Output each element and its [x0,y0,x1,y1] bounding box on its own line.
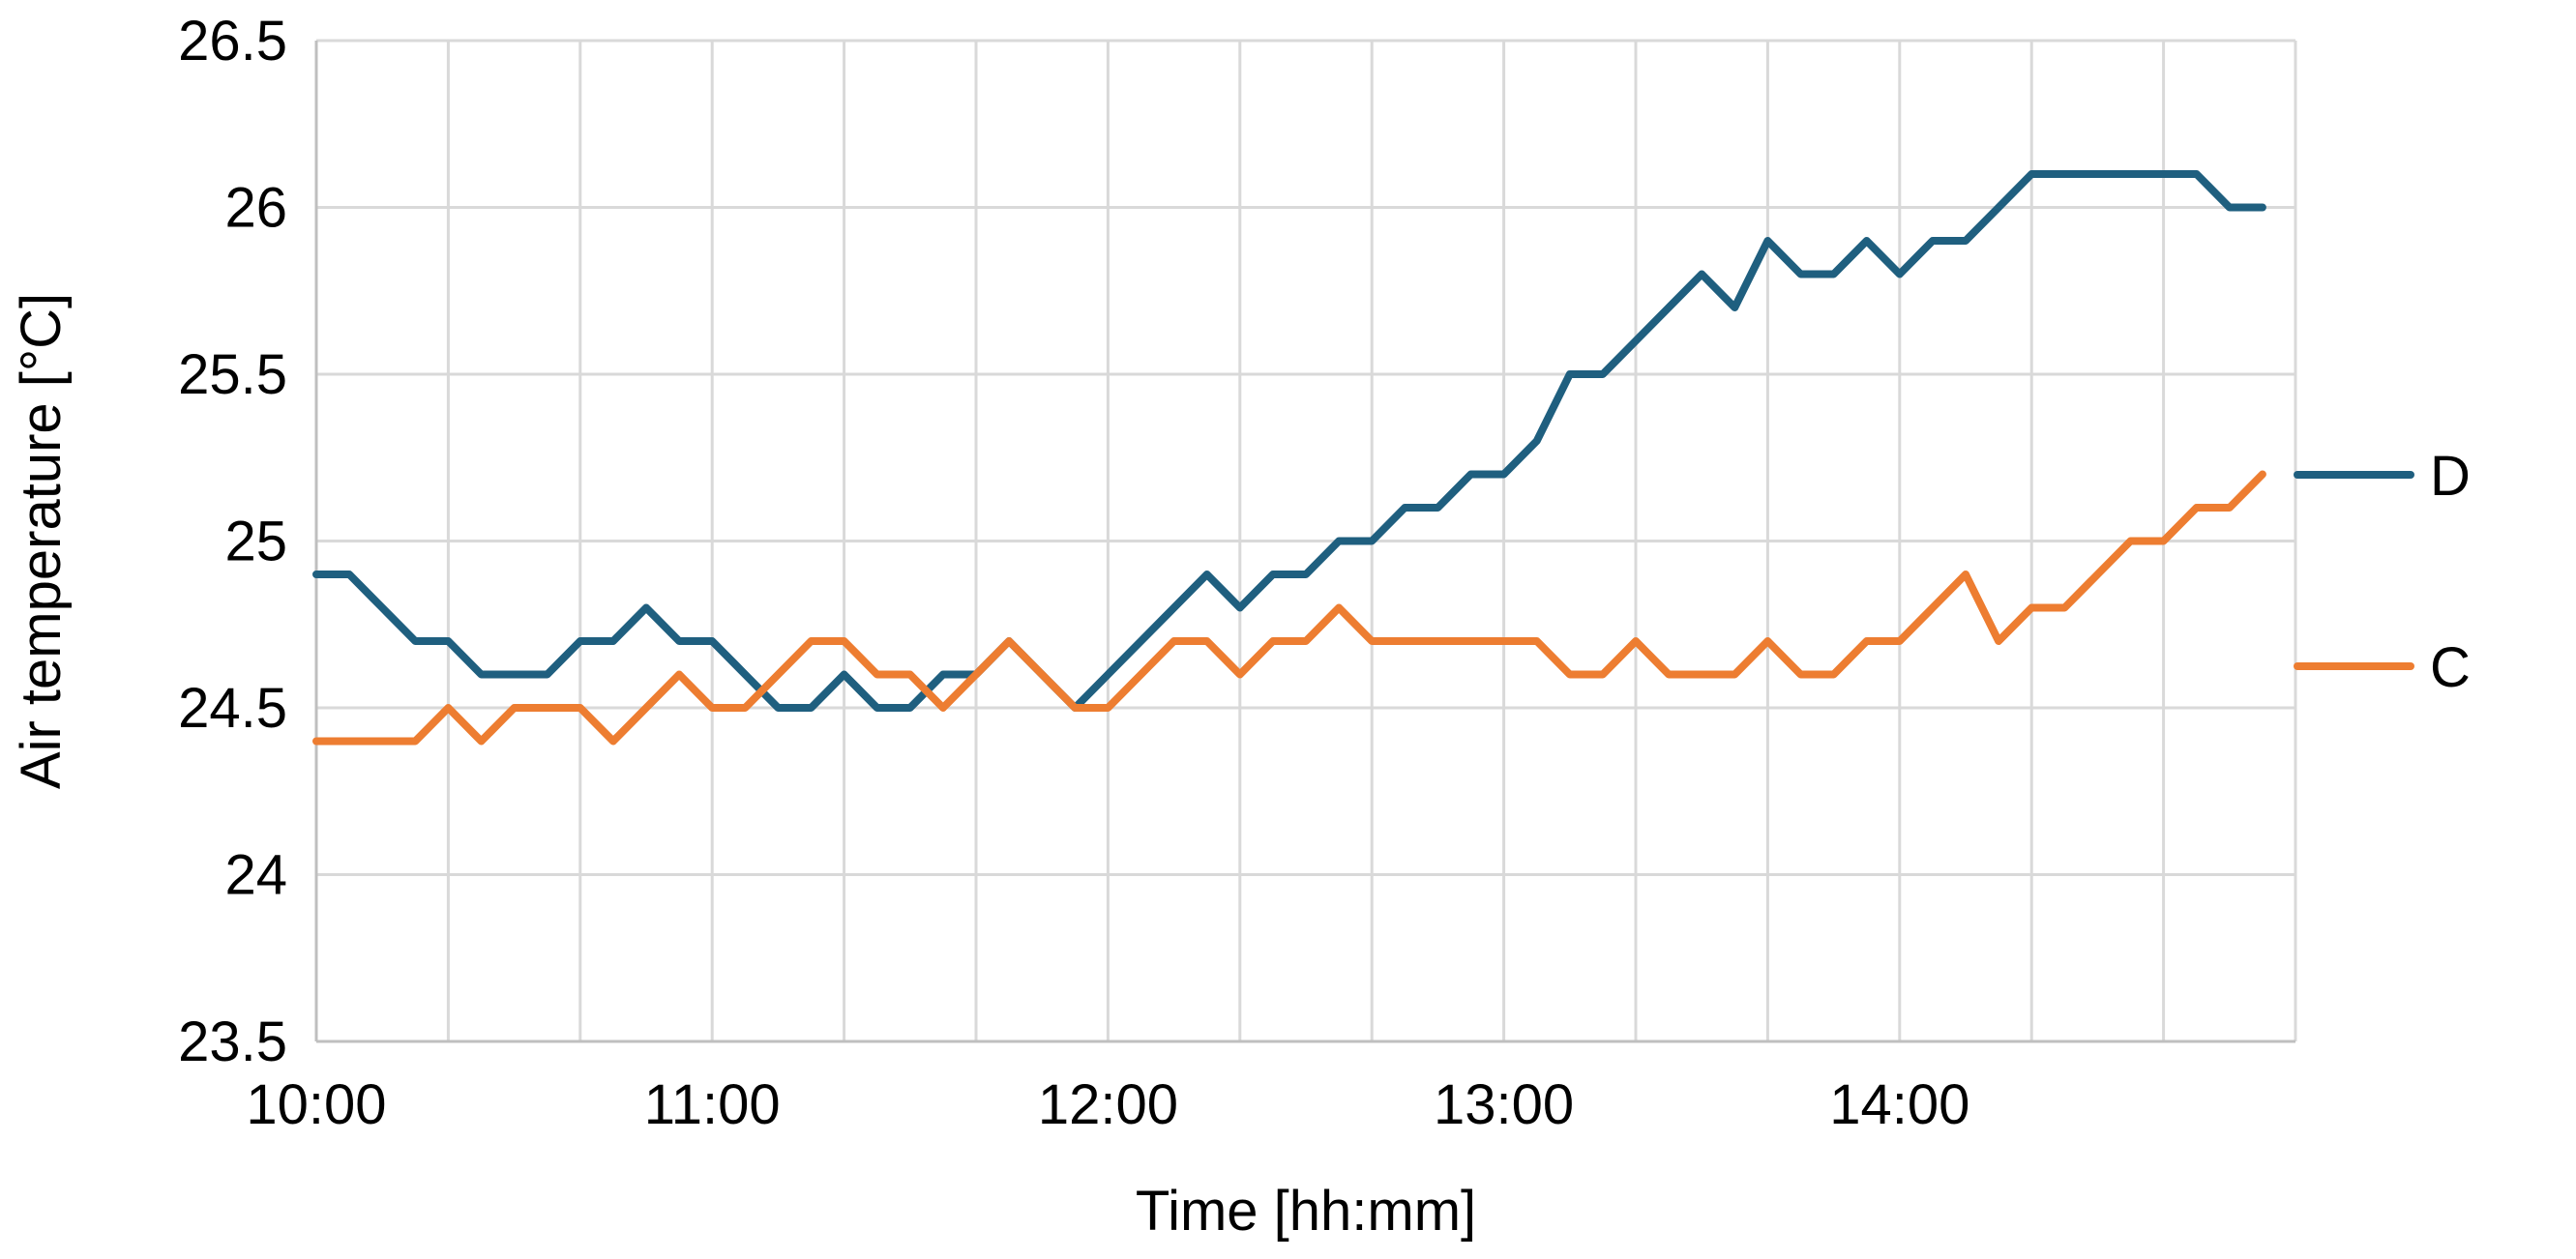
y-tick-label: 26 [224,177,287,240]
series-line-c [312,470,2266,746]
y-tick-label: 25 [224,511,287,573]
legend-label-d: D [2430,445,2471,508]
axes [314,41,2295,1043]
y-tick-label: 23.5 [178,1010,287,1073]
legend: DC [2294,445,2471,699]
x-tick-labels: 10:00 11:00 12:00 13:00 14:00 [246,1073,1969,1136]
series-line-d [312,170,2266,712]
x-tick-label: 12:00 [1038,1073,1178,1136]
x-tick-label: 14:00 [1829,1073,1969,1136]
y-tick-labels: 23.5 24 24.5 25 25.5 26 26.5 [178,10,287,1073]
y-axis-title: Air temperature [°C] [10,293,73,789]
series-lines [312,170,2266,746]
y-tick-label: 24 [224,844,287,907]
y-tick-label: 24.5 [178,677,287,740]
x-tick-label: 11:00 [644,1073,781,1136]
y-tick-label: 26.5 [178,10,287,73]
gridlines [316,39,2297,1041]
x-axis-title: Time [hh:mm] [1136,1180,1476,1243]
x-tick-label: 13:00 [1434,1073,1574,1136]
legend-label-c: C [2430,636,2471,699]
x-tick-label: 10:00 [246,1073,386,1136]
y-tick-label: 25.5 [178,343,287,406]
